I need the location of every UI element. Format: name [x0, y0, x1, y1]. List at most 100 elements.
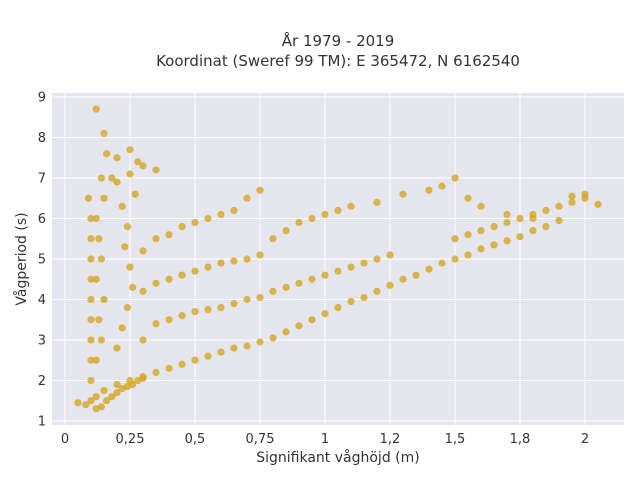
scatter-point: [334, 303, 342, 312]
scatter-point: [103, 150, 111, 158]
scatter-point: [477, 245, 485, 253]
scatter-point: [490, 223, 498, 231]
scatter-point: [152, 279, 160, 287]
scatter-point: [178, 223, 186, 231]
scatter-point: [100, 129, 108, 138]
scatter-point: [108, 393, 116, 401]
chart-title-line-1: År 1979 - 2019: [282, 31, 395, 50]
scatter-point: [451, 235, 459, 243]
scatter-point: [373, 255, 381, 263]
y-tick-label: 1: [38, 414, 46, 429]
scatter-point: [165, 364, 173, 372]
scatter-point: [87, 376, 95, 385]
chart-title: År 1979 - 2019 Koordinat (Sweref 99 TM):…: [156, 31, 520, 70]
scatter-point: [134, 158, 142, 166]
scatter-point: [100, 295, 108, 304]
scatter-point: [87, 316, 95, 324]
scatter-point: [373, 287, 381, 295]
scatter-point: [360, 293, 368, 302]
scatter-point: [256, 293, 264, 302]
scatter-point: [503, 237, 511, 245]
x-tick-label: 1,2: [380, 432, 401, 447]
scatter-point: [542, 223, 550, 231]
x-tick-label: 2: [581, 432, 589, 447]
scatter-point: [516, 233, 524, 241]
scatter-point: [204, 306, 212, 314]
scatter-point: [191, 267, 199, 275]
scatter-point: [97, 403, 105, 411]
scatter-point: [84, 194, 92, 202]
x-tick-label: 1,8: [510, 432, 531, 447]
scatter-point: [165, 231, 173, 239]
scatter-point: [87, 275, 95, 283]
scatter-point: [95, 316, 103, 324]
scatter-point: [308, 275, 316, 283]
scatter-point: [464, 251, 472, 259]
scatter-point: [113, 380, 121, 389]
scatter-point: [87, 295, 95, 304]
scatter-point: [92, 214, 100, 223]
scatter-point: [126, 170, 134, 178]
y-tick-label: 9: [38, 91, 46, 106]
scatter-point: [113, 344, 121, 352]
scatter-point: [118, 202, 126, 210]
scatter-point: [204, 352, 212, 360]
scatter-point: [165, 275, 173, 283]
y-tick-label: 2: [38, 374, 46, 389]
scatter-point: [503, 210, 511, 219]
scatter-point: [87, 235, 95, 243]
scatter-point: [542, 206, 550, 215]
scatter-point: [282, 227, 290, 235]
x-tick-label: 0,5: [185, 432, 206, 447]
scatter-point: [477, 202, 485, 210]
scatter-point: [295, 279, 303, 287]
x-axis-ticks: 0 0,25 0,5 0,75 1 1,2 1,5 1,8 2: [61, 432, 589, 447]
scatter-point: [178, 360, 186, 368]
scatter-point: [438, 182, 446, 190]
scatter-point: [152, 166, 160, 174]
scatter-point: [139, 247, 147, 255]
scatter-point: [269, 334, 277, 342]
scatter-point: [87, 397, 95, 405]
scatter-point: [230, 299, 238, 308]
scatter-point: [108, 174, 116, 182]
scatter-point: [295, 322, 303, 330]
scatter-point: [516, 214, 524, 223]
scatter-point: [295, 218, 303, 227]
scatter-point: [217, 348, 225, 356]
scatter-point: [217, 210, 225, 219]
scatter-point: [438, 259, 446, 267]
scatter-point: [477, 227, 485, 235]
scatter-point: [97, 336, 105, 344]
y-tick-label: 6: [38, 212, 46, 227]
scatter-point: [139, 162, 147, 170]
scatter-point: [217, 303, 225, 312]
y-tick-label: 5: [38, 253, 46, 268]
scatter-point: [131, 190, 139, 198]
scatter-point: [334, 206, 342, 215]
scatter-point: [243, 194, 251, 202]
scatter-point: [92, 275, 100, 283]
scatter-point: [204, 214, 212, 223]
scatter-point: [321, 271, 329, 279]
scatter-point: [308, 316, 316, 324]
scatter-point: [490, 241, 498, 249]
scatter-point: [243, 342, 251, 350]
scatter-point: [95, 235, 103, 243]
scatter-point: [451, 255, 459, 263]
scatter-point: [412, 271, 420, 279]
scatter-point: [178, 312, 186, 320]
scatter-point: [139, 287, 147, 295]
scatter-point: [269, 235, 277, 243]
scatter-point: [121, 243, 129, 251]
scatter-point: [103, 397, 111, 405]
scatter-point: [126, 263, 134, 271]
scatter-point: [373, 198, 381, 206]
scatter-point: [113, 154, 121, 162]
scatter-point: [334, 267, 342, 275]
scatter-point: [451, 174, 459, 182]
scatter-point: [113, 178, 121, 186]
y-axis-title: Vågperiod (s): [13, 212, 30, 305]
scatter-point: [243, 295, 251, 304]
